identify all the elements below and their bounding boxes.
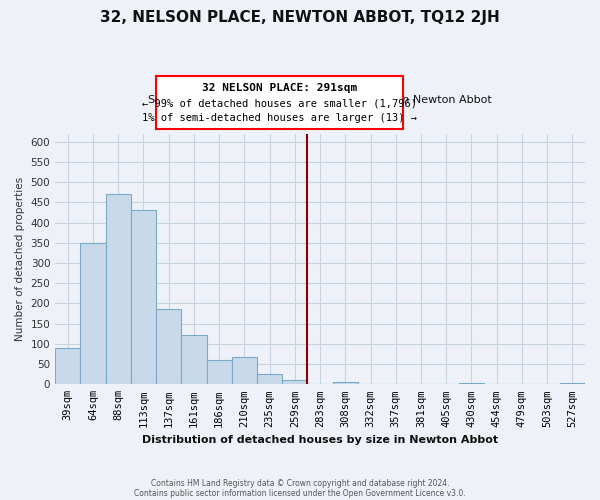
Bar bbox=[131, 210, 156, 384]
Bar bbox=[257, 374, 282, 384]
Bar bbox=[206, 360, 232, 384]
Text: ← 99% of detached houses are smaller (1,796): ← 99% of detached houses are smaller (1,… bbox=[142, 98, 417, 108]
Bar bbox=[181, 335, 206, 384]
Bar bbox=[459, 383, 484, 384]
X-axis label: Distribution of detached houses by size in Newton Abbot: Distribution of detached houses by size … bbox=[142, 435, 498, 445]
Y-axis label: Number of detached properties: Number of detached properties bbox=[15, 177, 25, 341]
Text: 32, NELSON PLACE, NEWTON ABBOT, TQ12 2JH: 32, NELSON PLACE, NEWTON ABBOT, TQ12 2JH bbox=[100, 10, 500, 25]
Bar bbox=[55, 348, 80, 385]
Bar bbox=[560, 383, 585, 384]
Bar bbox=[106, 194, 131, 384]
Text: Contains public sector information licensed under the Open Government Licence v3: Contains public sector information licen… bbox=[134, 488, 466, 498]
Bar bbox=[80, 243, 106, 384]
Bar bbox=[232, 357, 257, 384]
Text: Contains HM Land Registry data © Crown copyright and database right 2024.: Contains HM Land Registry data © Crown c… bbox=[151, 478, 449, 488]
Text: 32 NELSON PLACE: 291sqm: 32 NELSON PLACE: 291sqm bbox=[202, 83, 358, 93]
Bar bbox=[156, 310, 181, 384]
Text: 1% of semi-detached houses are larger (13) →: 1% of semi-detached houses are larger (1… bbox=[142, 113, 417, 123]
Bar bbox=[332, 382, 358, 384]
Bar bbox=[282, 380, 307, 384]
Title: Size of property relative to detached houses in Newton Abbot: Size of property relative to detached ho… bbox=[148, 95, 492, 105]
